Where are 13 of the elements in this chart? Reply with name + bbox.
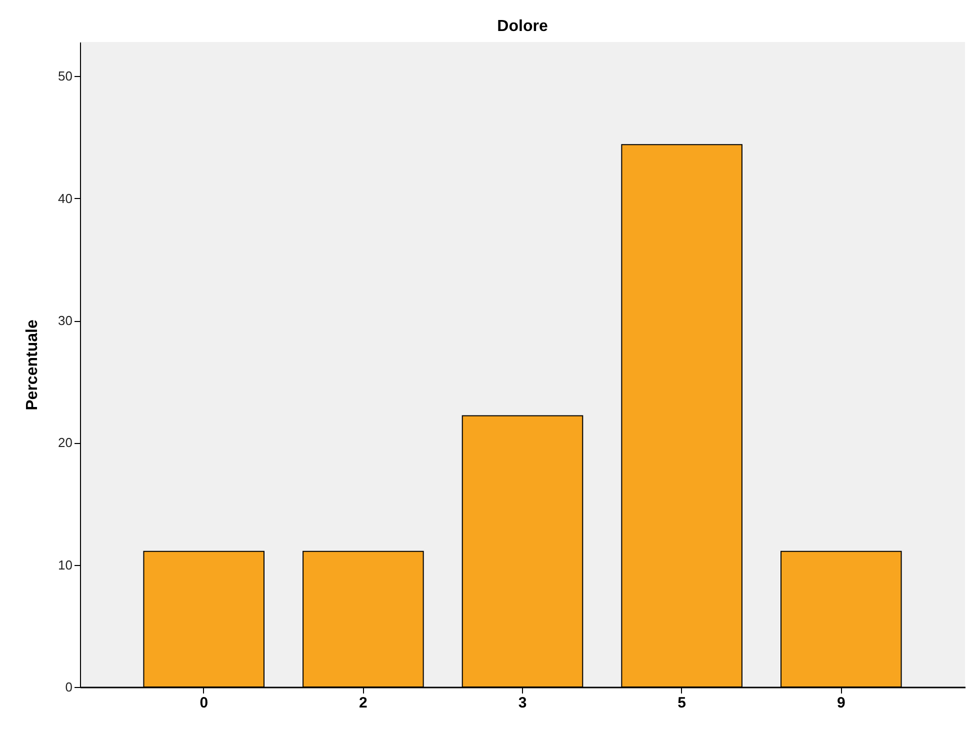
y-axis-title: Percentuale (24, 320, 42, 410)
x-tick-label: 9 (836, 694, 846, 712)
y-tick-label: 30 (58, 313, 72, 328)
chart-title: Dolore (497, 18, 548, 35)
x-tick-label: 0 (200, 694, 208, 712)
y-tick-label: 10 (58, 557, 72, 572)
y-tick-label: 0 (65, 680, 72, 694)
x-tick-label: 3 (518, 694, 527, 712)
y-tick-label: 20 (58, 435, 72, 450)
y-tick-label: 40 (58, 190, 72, 206)
x-tick-label: 2 (359, 694, 368, 712)
y-tick-label: 50 (58, 68, 72, 84)
x-tick-label: 5 (678, 694, 686, 712)
